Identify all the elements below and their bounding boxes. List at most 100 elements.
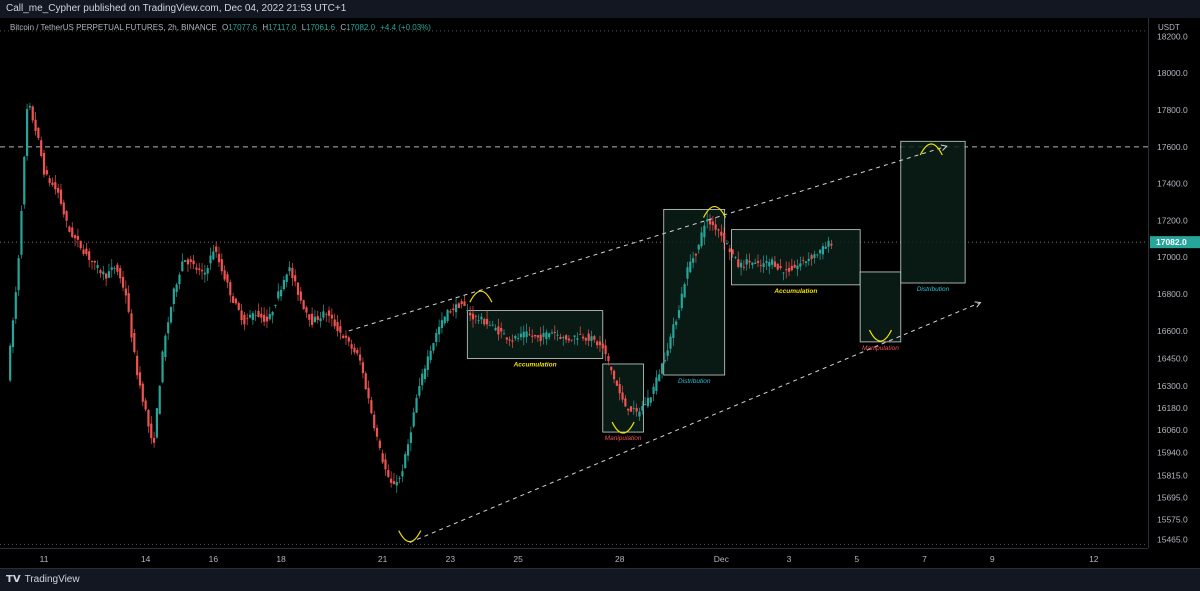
- candle-body: [471, 313, 475, 320]
- candle-body: [646, 397, 650, 407]
- candle-body: [638, 411, 641, 417]
- candle-body: [90, 260, 94, 262]
- price-tick-label: 15575.0: [1157, 514, 1188, 524]
- candle-body: [612, 370, 616, 380]
- candle-body: [644, 404, 647, 406]
- candle-body: [291, 268, 294, 278]
- candle-body: [265, 316, 269, 322]
- time-tick-label: 11: [40, 554, 49, 564]
- candle-body: [353, 347, 356, 353]
- candle-body: [347, 337, 350, 342]
- candle-body: [375, 427, 379, 437]
- candle-body: [655, 377, 658, 391]
- candle-body: [799, 263, 802, 267]
- candle-body: [756, 260, 760, 263]
- candle-body: [62, 202, 65, 215]
- candle-body: [364, 373, 367, 390]
- candle-body: [189, 259, 192, 262]
- time-tick-label: 18: [276, 554, 286, 564]
- candle-body: [325, 314, 328, 316]
- candle-body: [186, 259, 190, 265]
- candle-body: [505, 337, 508, 340]
- candle-body: [59, 189, 63, 204]
- zone-label-accumulation: Accumulation: [513, 361, 557, 368]
- candle-body: [491, 324, 494, 326]
- candle-body: [754, 262, 757, 264]
- time-tick-label: 7: [922, 554, 927, 564]
- candle-body: [237, 303, 240, 310]
- candle-body: [93, 260, 96, 263]
- candle-body: [358, 354, 362, 361]
- candle-body: [229, 282, 232, 296]
- candle-body: [20, 210, 23, 255]
- candle-body: [282, 280, 285, 290]
- candle-body: [113, 268, 116, 269]
- time-axis[interactable]: 11 14 16 18 21 23 25 28 Dec 3 5 7 9 12: [0, 548, 1148, 569]
- candle-body: [373, 414, 376, 429]
- candle-body: [508, 339, 511, 341]
- candle-body: [584, 338, 587, 341]
- candle-body: [285, 274, 288, 282]
- candle-body: [675, 321, 678, 326]
- candle-body: [548, 333, 551, 338]
- candle-body: [607, 356, 610, 362]
- candle-body: [172, 288, 175, 305]
- currency-label: USDT: [1158, 23, 1180, 32]
- tradingview-logo[interactable]: TV TradingView: [6, 574, 80, 585]
- pattern-arc-bottom: [868, 329, 893, 342]
- publisher-text: Call_me_Cypher published on TradingView.…: [6, 3, 347, 14]
- candle-body: [34, 119, 37, 131]
- candle-body: [522, 331, 525, 338]
- candle-body: [680, 293, 683, 309]
- candle-body: [494, 327, 497, 331]
- candle-body: [40, 140, 43, 156]
- candle-body: [85, 248, 88, 255]
- candle-body: [827, 240, 830, 247]
- candle-body: [99, 270, 102, 274]
- candle-body: [234, 298, 238, 304]
- candle-body: [226, 274, 229, 283]
- candle-body: [54, 182, 57, 190]
- candle-body: [454, 304, 458, 313]
- candle-body: [339, 326, 342, 333]
- candle-body: [435, 332, 438, 343]
- price-tick-label: 15815.0: [1157, 470, 1188, 480]
- chart-area[interactable]: Accumulation Manipulation Distribution Accu…: [0, 18, 1148, 548]
- candle-body: [658, 374, 661, 382]
- candle-body: [248, 314, 252, 318]
- candle-body: [553, 331, 556, 333]
- candle-body: [514, 335, 517, 339]
- candle-body: [483, 319, 486, 325]
- time-tick-label: 16: [209, 554, 219, 564]
- candle-body: [742, 266, 745, 268]
- candle-body: [299, 291, 302, 301]
- candle-body: [415, 397, 418, 413]
- candle-body: [807, 258, 810, 261]
- candle-body: [277, 291, 280, 299]
- candle-body: [579, 334, 582, 335]
- candle-body: [316, 316, 319, 320]
- price-chart[interactable]: Accumulation Manipulation Distribution Accu…: [0, 18, 1148, 548]
- low-label: L: [301, 23, 307, 32]
- candle-body: [294, 275, 297, 282]
- candle-body: [155, 408, 159, 438]
- candle-body: [17, 258, 20, 291]
- candle-body: [810, 255, 813, 260]
- candle-body: [11, 320, 15, 348]
- candle-body: [463, 301, 466, 307]
- candle-body: [748, 260, 751, 263]
- candle-body: [404, 454, 407, 469]
- candle-body: [629, 406, 633, 412]
- open-value: 17077.6: [228, 23, 258, 32]
- candle-body: [392, 481, 396, 485]
- pattern-arc-top: [703, 205, 727, 218]
- candle-body: [311, 313, 314, 325]
- price-axis[interactable]: 18200.0 18000.0 17800.0 17600.0 17400.0 17200…: [1148, 18, 1200, 548]
- candle-body: [734, 256, 737, 258]
- candle-body: [76, 236, 79, 240]
- candle-body: [381, 453, 384, 463]
- candle-body: [694, 253, 698, 256]
- candle-body: [821, 246, 825, 255]
- candle-body: [138, 372, 142, 386]
- candle-body: [590, 336, 593, 341]
